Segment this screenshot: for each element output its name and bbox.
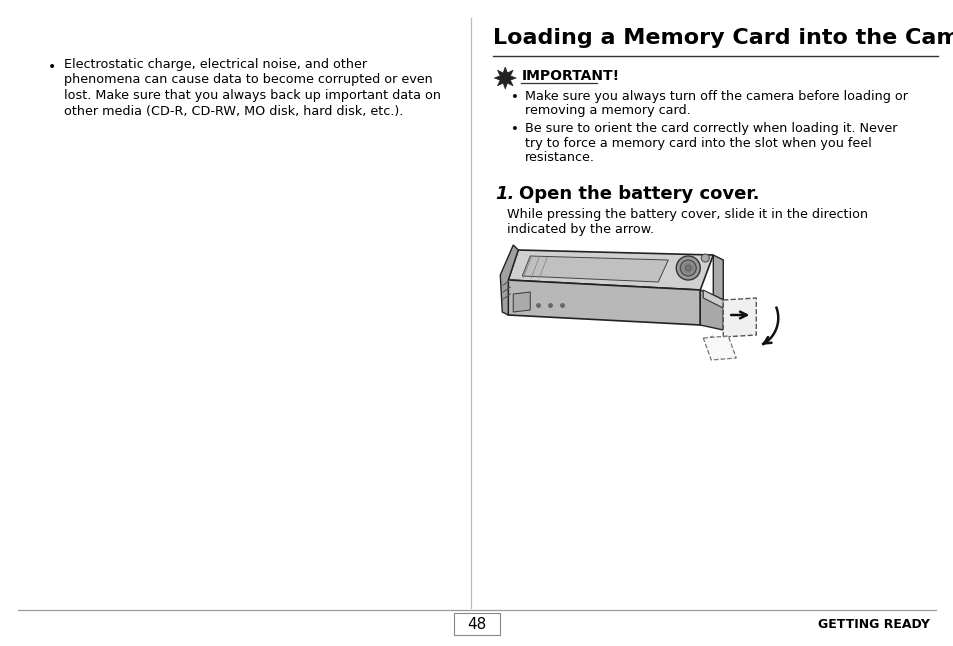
Polygon shape (521, 256, 667, 282)
Polygon shape (702, 336, 736, 360)
Polygon shape (702, 290, 722, 308)
Text: While pressing the battery cover, slide it in the direction: While pressing the battery cover, slide … (507, 208, 867, 221)
Text: try to force a memory card into the slot when you feel: try to force a memory card into the slot… (525, 136, 871, 150)
Polygon shape (494, 67, 516, 89)
Polygon shape (722, 298, 756, 337)
Text: Electrostatic charge, electrical noise, and other: Electrostatic charge, electrical noise, … (64, 58, 367, 71)
Text: phenomena can cause data to become corrupted or even: phenomena can cause data to become corru… (64, 74, 433, 87)
Text: Make sure you always turn off the camera before loading or: Make sure you always turn off the camera… (525, 90, 907, 103)
Text: •: • (48, 60, 56, 74)
Polygon shape (700, 290, 722, 330)
FancyBboxPatch shape (454, 613, 499, 635)
Circle shape (684, 265, 691, 271)
Text: GETTING READY: GETTING READY (818, 618, 929, 631)
Text: removing a memory card.: removing a memory card. (525, 104, 690, 117)
Polygon shape (513, 292, 530, 312)
Text: indicated by the arrow.: indicated by the arrow. (507, 223, 654, 236)
Text: Open the battery cover.: Open the battery cover. (518, 185, 759, 203)
Text: Loading a Memory Card into the Camera: Loading a Memory Card into the Camera (493, 28, 953, 48)
Polygon shape (508, 280, 700, 325)
Text: Be sure to orient the card correctly when loading it. Never: Be sure to orient the card correctly whe… (525, 122, 897, 136)
Text: resistance.: resistance. (525, 151, 595, 164)
Text: IMPORTANT!: IMPORTANT! (520, 69, 618, 83)
Text: •: • (511, 123, 518, 136)
Polygon shape (508, 250, 713, 290)
Polygon shape (713, 255, 722, 300)
Circle shape (676, 256, 700, 280)
Text: lost. Make sure that you always back up important data on: lost. Make sure that you always back up … (64, 89, 440, 102)
Polygon shape (499, 245, 517, 315)
Text: 1.: 1. (495, 185, 514, 203)
Circle shape (679, 260, 696, 276)
Text: •: • (511, 91, 518, 104)
Text: other media (CD-R, CD-RW, MO disk, hard disk, etc.).: other media (CD-R, CD-RW, MO disk, hard … (64, 105, 403, 118)
Text: 48: 48 (467, 617, 486, 632)
Circle shape (700, 254, 708, 262)
